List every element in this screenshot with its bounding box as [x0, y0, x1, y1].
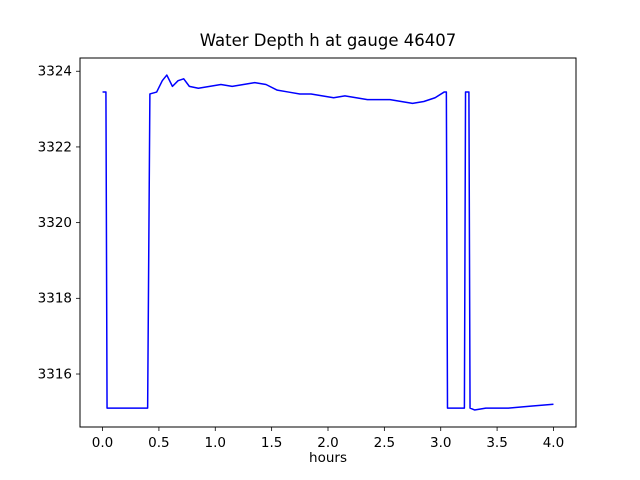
x-tick-label: 2.0 — [317, 435, 338, 451]
x-tick-label: 1.0 — [205, 435, 226, 451]
x-tick-label: 4.0 — [543, 435, 564, 451]
x-tick-label: 0.0 — [92, 435, 113, 451]
plot-area: 0.0 0.5 1.0 1.5 2.0 2.5 3.0 3.5 4.0 3316 3318 3320 3… — [38, 57, 577, 451]
y-tick-label: 3316 — [38, 366, 72, 382]
x-tick-label: 3.5 — [486, 435, 507, 451]
x-tick-label: 0.5 — [148, 435, 169, 451]
depth-line — [102, 74, 554, 411]
x-tick-label: 1.5 — [261, 435, 282, 451]
x-tick-label: 2.5 — [374, 435, 395, 451]
y-tick-label: 3324 — [38, 64, 72, 80]
chart-title: Water Depth h at gauge 46407 — [200, 31, 456, 50]
x-tick-label: 3.0 — [430, 435, 451, 451]
y-tick-label: 3322 — [38, 139, 72, 155]
y-tick-label: 3318 — [38, 291, 72, 307]
y-tick-label: 3320 — [38, 215, 72, 231]
axes-frame — [79, 57, 577, 428]
x-axis-label: hours — [309, 450, 347, 466]
